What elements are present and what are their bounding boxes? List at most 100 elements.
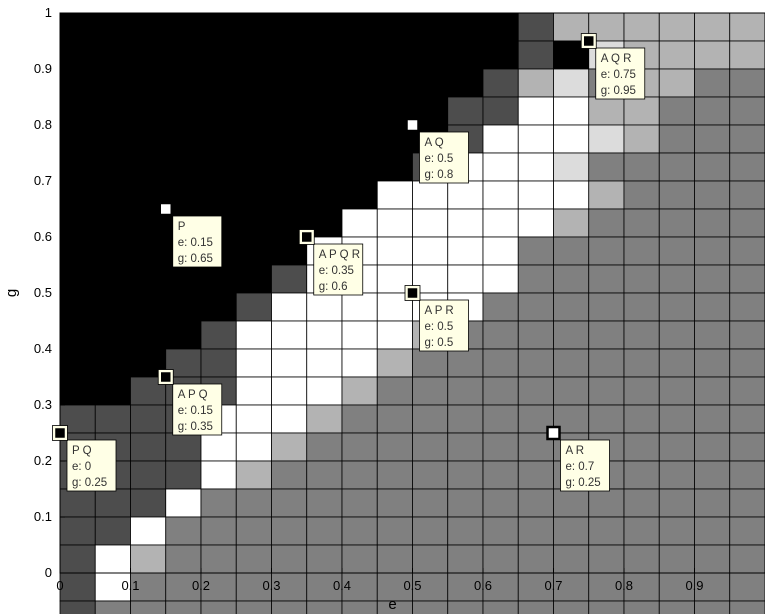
y-tick-label: 0.4	[34, 341, 52, 356]
heatmap-cell	[271, 264, 308, 294]
heatmap-cell	[694, 516, 731, 546]
data-tip-e-value: e: 0.15	[178, 405, 213, 417]
heatmap-cell	[94, 348, 131, 378]
data-tip-g-value: g: 0.25	[566, 477, 601, 489]
heatmap-cell	[341, 404, 378, 434]
heatmap-cell	[623, 572, 660, 602]
heatmap-cell	[553, 348, 590, 378]
heatmap-cell	[482, 460, 519, 490]
heatmap-cell	[376, 376, 413, 406]
heatmap-cell	[235, 236, 272, 266]
heatmap-cell	[729, 96, 765, 126]
heatmap-cell	[623, 376, 660, 406]
heatmap-cell	[588, 404, 625, 434]
heatmap-cell	[200, 124, 237, 154]
heatmap-cell	[271, 124, 308, 154]
heatmap-cell	[341, 432, 378, 462]
data-tip-e-value: e: 0.5	[425, 153, 454, 165]
heatmap-cell	[447, 96, 484, 126]
data-tip-label: P	[178, 221, 186, 233]
heatmap-cell	[271, 376, 308, 406]
heatmap-cell	[694, 152, 731, 182]
heatmap-cell	[588, 320, 625, 350]
heatmap-cell	[341, 40, 378, 70]
heatmap-cell	[623, 96, 660, 126]
x-tick-label: 0.3	[262, 578, 280, 593]
heatmap-cell	[94, 96, 131, 126]
heatmap-cell	[658, 264, 695, 294]
heatmap-cell	[200, 264, 237, 294]
heatmap-cell	[59, 264, 96, 294]
data-point-marker	[52, 425, 68, 441]
heatmap-cell	[341, 152, 378, 182]
heatmap-cell	[59, 376, 96, 406]
heatmap-cell	[376, 600, 413, 614]
heatmap-cell	[235, 516, 272, 546]
heatmap-cell	[165, 40, 202, 70]
heatmap-cell	[517, 544, 554, 574]
heatmap-cell	[412, 376, 449, 406]
heatmap-cell	[200, 292, 237, 322]
heatmap-cell	[94, 124, 131, 154]
heatmap-cell	[412, 40, 449, 70]
heatmap-cell	[694, 292, 731, 322]
heatmap-cell	[517, 124, 554, 154]
data-tip: P Q e: 0 g: 0.25	[52, 425, 117, 492]
heatmap-cell	[623, 320, 660, 350]
heatmap-cell	[588, 488, 625, 518]
heatmap-cell	[130, 152, 167, 182]
heatmap-cell	[517, 348, 554, 378]
heatmap-cell	[447, 376, 484, 406]
heatmap-cell	[376, 152, 413, 182]
heatmap-cell	[517, 460, 554, 490]
heatmap-cell	[165, 488, 202, 518]
heatmap-cell	[94, 544, 131, 574]
heatmap-cell	[729, 544, 765, 574]
y-tick-label: 0.9	[34, 61, 52, 76]
heatmap-cell	[165, 432, 202, 462]
heatmap-cell	[235, 572, 272, 602]
heatmap-cell	[447, 460, 484, 490]
heatmap-cell	[588, 292, 625, 322]
heatmap-cells	[59, 12, 765, 614]
data-tip-box	[419, 131, 469, 184]
heatmap-cell	[59, 292, 96, 322]
heatmap-cell	[623, 404, 660, 434]
heatmap-cell	[729, 404, 765, 434]
heatmap-cell	[130, 292, 167, 322]
heatmap-cell	[517, 180, 554, 210]
heatmap-cell	[200, 180, 237, 210]
heatmap-cell	[165, 264, 202, 294]
heatmap-cell	[447, 264, 484, 294]
heatmap-cell	[271, 516, 308, 546]
heatmap-cell	[553, 180, 590, 210]
heatmap-cell	[341, 96, 378, 126]
heatmap-cell	[130, 488, 167, 518]
heatmap-cell	[658, 376, 695, 406]
heatmap-cell	[341, 208, 378, 238]
heatmap-cell	[658, 320, 695, 350]
heatmap-cell	[553, 124, 590, 154]
heatmap-cell	[341, 600, 378, 614]
heatmap-cell	[658, 152, 695, 182]
data-point-marker	[581, 33, 596, 49]
data-point-outline	[52, 425, 68, 441]
data-tip-box	[560, 439, 610, 492]
heatmap-cell	[588, 600, 625, 614]
heatmap-cell	[729, 180, 765, 210]
heatmap-cell	[412, 432, 449, 462]
heatmap-cell	[94, 180, 131, 210]
heatmap-cell	[94, 40, 131, 70]
heatmap-cell	[588, 572, 625, 602]
data-tip-box	[313, 243, 364, 296]
heatmap-cell	[482, 208, 519, 238]
heatmap-cell	[165, 12, 202, 42]
y-tick-label: 0.2	[34, 453, 52, 468]
heatmap-cell	[235, 376, 272, 406]
heatmap-cell	[447, 68, 484, 98]
heatmap-cell	[376, 236, 413, 266]
heatmap-cell	[376, 68, 413, 98]
heatmap-cell	[306, 320, 343, 350]
heatmap-cell	[588, 124, 625, 154]
